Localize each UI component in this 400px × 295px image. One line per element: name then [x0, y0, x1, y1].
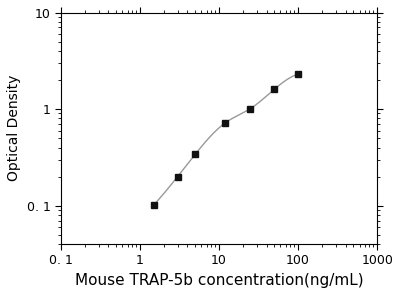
X-axis label: Mouse TRAP-5b concentration(ng/mL): Mouse TRAP-5b concentration(ng/mL): [75, 273, 363, 288]
Y-axis label: Optical Density: Optical Density: [7, 75, 21, 181]
